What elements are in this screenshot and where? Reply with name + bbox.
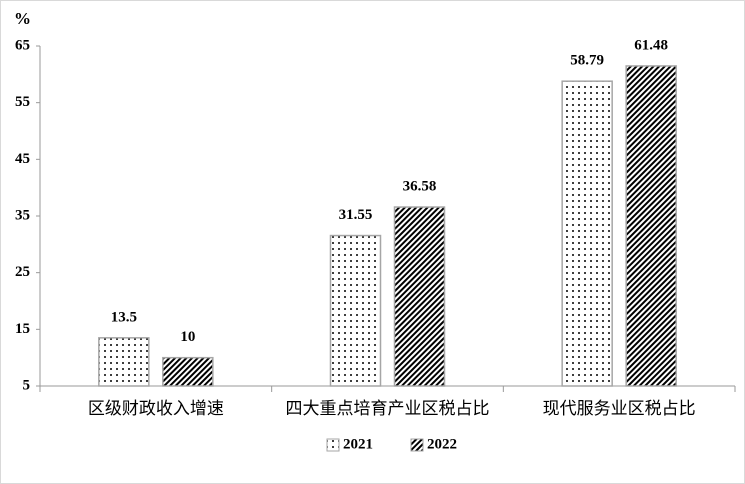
legend-label: 2021	[343, 436, 373, 452]
bar	[329, 234, 382, 387]
bar	[162, 356, 214, 387]
bar	[98, 337, 150, 387]
value-label: 36.58	[403, 178, 437, 194]
x-tick-label: 区级财政收入增速	[88, 399, 224, 418]
bar	[625, 65, 677, 387]
value-label: 58.79	[570, 53, 604, 69]
y-tick-label: 25	[15, 264, 30, 280]
y-tick-label: 55	[15, 94, 30, 110]
legend-swatch	[410, 438, 424, 452]
value-label: 13.5	[111, 309, 137, 325]
legend-swatch	[326, 438, 340, 452]
y-tick-label: 35	[15, 207, 30, 223]
y-tick-label: 15	[15, 321, 30, 337]
y-tick-label: 45	[15, 151, 30, 167]
value-label: 10	[180, 329, 195, 345]
legend-label: 2022	[427, 436, 457, 452]
y-tick-label: 65	[15, 37, 30, 53]
value-label: 61.48	[634, 37, 668, 53]
bar	[393, 206, 446, 387]
x-tick-label: 现代服务业区税占比	[543, 399, 696, 418]
value-label: 31.55	[339, 207, 373, 223]
unit-label: %	[14, 9, 31, 28]
y-tick-label: 5	[23, 377, 31, 393]
bar	[561, 80, 613, 387]
x-tick-label: 四大重点培育产业区税占比	[286, 399, 490, 418]
